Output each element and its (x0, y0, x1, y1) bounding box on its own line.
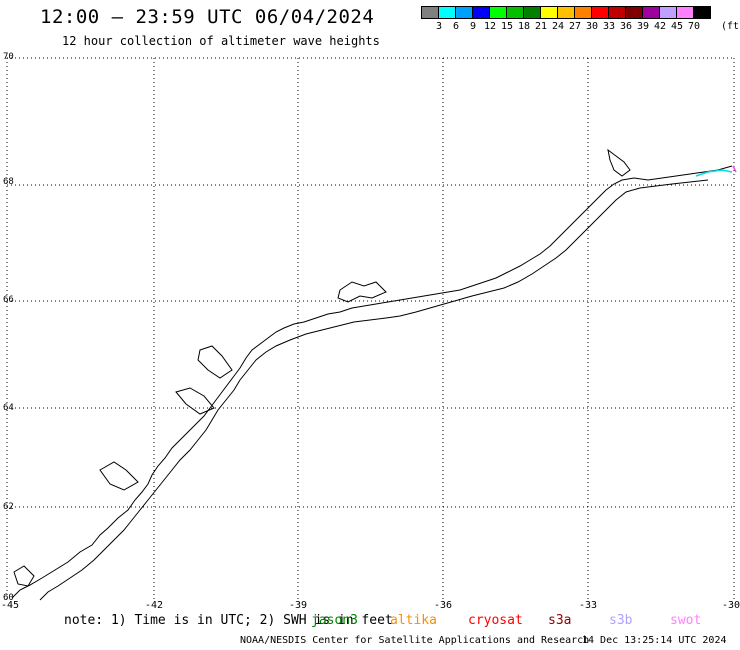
colorbar-unit: (ft) (721, 21, 740, 32)
lon-label-minus36: -36 (433, 600, 453, 611)
satellite-cryosat: cryosat (468, 613, 523, 628)
lat-label-66: 66 (3, 295, 14, 305)
fjord-detail-1 (337, 281, 387, 303)
colorbar-tick-label: 70 (687, 21, 701, 32)
colorbar-tick-label: 18 (517, 21, 531, 32)
satellite-s3b: s3b (609, 613, 633, 628)
lon-label-minus30: -30 (721, 600, 740, 611)
lat-label-70: 70 (3, 52, 14, 62)
lon-label-minus39: -39 (288, 600, 308, 611)
map-title: 12:00 – 23:59 UTC 06/04/2024 (40, 6, 375, 28)
greenland-coastline (11, 165, 733, 599)
fjord-detail-5 (99, 461, 139, 491)
map-subtitle: 12 hour collection of altimeter wave hei… (62, 34, 380, 48)
lat-label-68: 68 (3, 177, 14, 187)
colorbar-tick-label: 21 (534, 21, 548, 32)
satellite-jason3: jason3 (311, 613, 358, 628)
fjord-detail-4 (175, 387, 215, 415)
colorbar-tick-label: 12 (483, 21, 497, 32)
colorbar-tick-label: 30 (585, 21, 599, 32)
graticule (6, 57, 735, 601)
colorbar-tick-label: 45 (670, 21, 684, 32)
footer-timestamp: 14 Dec 13:25:14 UTC 2024 (582, 635, 727, 646)
satellite-s3a: s3a (548, 613, 572, 628)
colorbar-tick-label: 9 (469, 21, 477, 32)
altimeter-track-cyan (695, 169, 733, 177)
note-text: note: 1) Time is in UTC; 2) SWH is in fe… (64, 613, 393, 628)
footer-credit: NOAA/NESDIS Center for Satellite Applica… (240, 635, 590, 646)
fjord-detail-3 (197, 345, 233, 379)
colorbar-swatch (693, 6, 711, 19)
colorbar-tick-label: 27 (568, 21, 582, 32)
colorbar-tick-label: 42 (653, 21, 667, 32)
lat-label-64: 64 (3, 403, 14, 413)
altimeter-track-magenta (732, 165, 737, 173)
colorbar-tick-label: 36 (619, 21, 633, 32)
colorbar-tick-label: 3 (435, 21, 443, 32)
satellite-altika: altika (390, 613, 437, 628)
colorbar-tick-label: 39 (636, 21, 650, 32)
colorbar (421, 6, 711, 19)
colorbar-tick-label: 33 (602, 21, 616, 32)
lon-label-minus42: -42 (144, 600, 164, 611)
satellite-swot: swot (670, 613, 702, 628)
fjord-detail-2 (607, 148, 631, 177)
lat-label-60: 60 (3, 593, 14, 603)
colorbar-tick-label: 6 (452, 21, 460, 32)
lon-label-minus45: -45 (0, 600, 20, 611)
colorbar-tick-label: 24 (551, 21, 565, 32)
fjord-detail-6 (13, 565, 35, 587)
colorbar-tick-label: 15 (500, 21, 514, 32)
lat-label-62: 62 (3, 502, 14, 512)
greenland-coastline-inner (39, 179, 709, 601)
lon-label-minus33: -33 (578, 600, 598, 611)
